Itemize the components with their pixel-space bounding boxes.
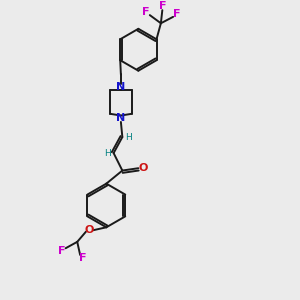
Text: F: F (173, 9, 181, 19)
Text: H: H (104, 148, 111, 158)
Text: N: N (116, 82, 125, 92)
Text: F: F (79, 254, 87, 263)
Text: O: O (84, 225, 94, 235)
Text: F: F (58, 246, 66, 256)
Text: F: F (159, 1, 166, 11)
Text: N: N (116, 113, 125, 123)
Text: O: O (139, 163, 148, 172)
Text: H: H (125, 133, 132, 142)
Text: F: F (142, 7, 149, 17)
